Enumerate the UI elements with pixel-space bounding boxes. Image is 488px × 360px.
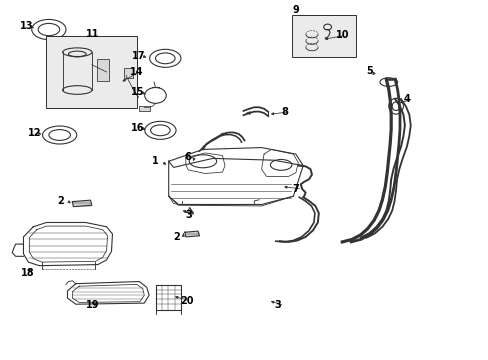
Text: 20: 20 bbox=[180, 296, 193, 306]
Text: 14: 14 bbox=[129, 67, 143, 77]
Text: 11: 11 bbox=[85, 29, 99, 39]
Text: 9: 9 bbox=[292, 5, 299, 15]
Text: 3: 3 bbox=[185, 210, 192, 220]
Text: 3: 3 bbox=[274, 300, 281, 310]
Text: 6: 6 bbox=[184, 152, 191, 162]
Text: 19: 19 bbox=[85, 300, 99, 310]
Text: 18: 18 bbox=[20, 268, 34, 278]
Text: 2: 2 bbox=[173, 232, 180, 242]
Text: 15: 15 bbox=[131, 87, 144, 97]
Text: 4: 4 bbox=[403, 94, 409, 104]
Text: 10: 10 bbox=[336, 30, 349, 40]
FancyBboxPatch shape bbox=[292, 15, 355, 57]
Text: 16: 16 bbox=[131, 123, 144, 133]
Text: 12: 12 bbox=[28, 128, 42, 138]
FancyBboxPatch shape bbox=[139, 106, 150, 111]
FancyBboxPatch shape bbox=[46, 36, 137, 108]
FancyBboxPatch shape bbox=[123, 68, 132, 78]
Text: 8: 8 bbox=[281, 107, 287, 117]
Text: 17: 17 bbox=[132, 51, 145, 61]
Text: 7: 7 bbox=[292, 184, 299, 194]
Text: 2: 2 bbox=[58, 196, 64, 206]
Text: 5: 5 bbox=[365, 66, 372, 76]
Text: 1: 1 bbox=[151, 156, 158, 166]
FancyBboxPatch shape bbox=[97, 59, 109, 81]
Text: 13: 13 bbox=[20, 21, 33, 31]
